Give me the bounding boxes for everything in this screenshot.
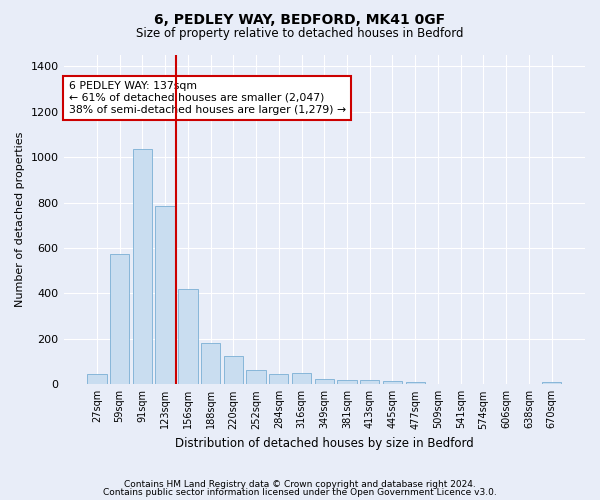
Bar [337,380,356,384]
Text: Contains HM Land Registry data © Crown copyright and database right 2024.: Contains HM Land Registry data © Crown c… [124,480,476,489]
Bar [406,382,425,384]
Bar [178,289,197,384]
Text: 6, PEDLEY WAY, BEDFORD, MK41 0GF: 6, PEDLEY WAY, BEDFORD, MK41 0GF [154,12,446,26]
Bar [314,378,334,384]
Bar [542,382,561,384]
Text: 6 PEDLEY WAY: 137sqm
← 61% of detached houses are smaller (2,047)
38% of semi-de: 6 PEDLEY WAY: 137sqm ← 61% of detached h… [69,82,346,114]
Bar [383,382,402,384]
Bar [360,380,379,384]
Bar [110,254,130,384]
Y-axis label: Number of detached properties: Number of detached properties [15,132,25,308]
Bar [155,206,175,384]
Bar [133,149,152,384]
X-axis label: Distribution of detached houses by size in Bedford: Distribution of detached houses by size … [175,437,473,450]
Bar [224,356,243,384]
Bar [292,374,311,384]
Bar [247,370,266,384]
Bar [201,344,220,384]
Text: Size of property relative to detached houses in Bedford: Size of property relative to detached ho… [136,28,464,40]
Bar [269,374,289,384]
Bar [87,374,107,384]
Text: Contains public sector information licensed under the Open Government Licence v3: Contains public sector information licen… [103,488,497,497]
